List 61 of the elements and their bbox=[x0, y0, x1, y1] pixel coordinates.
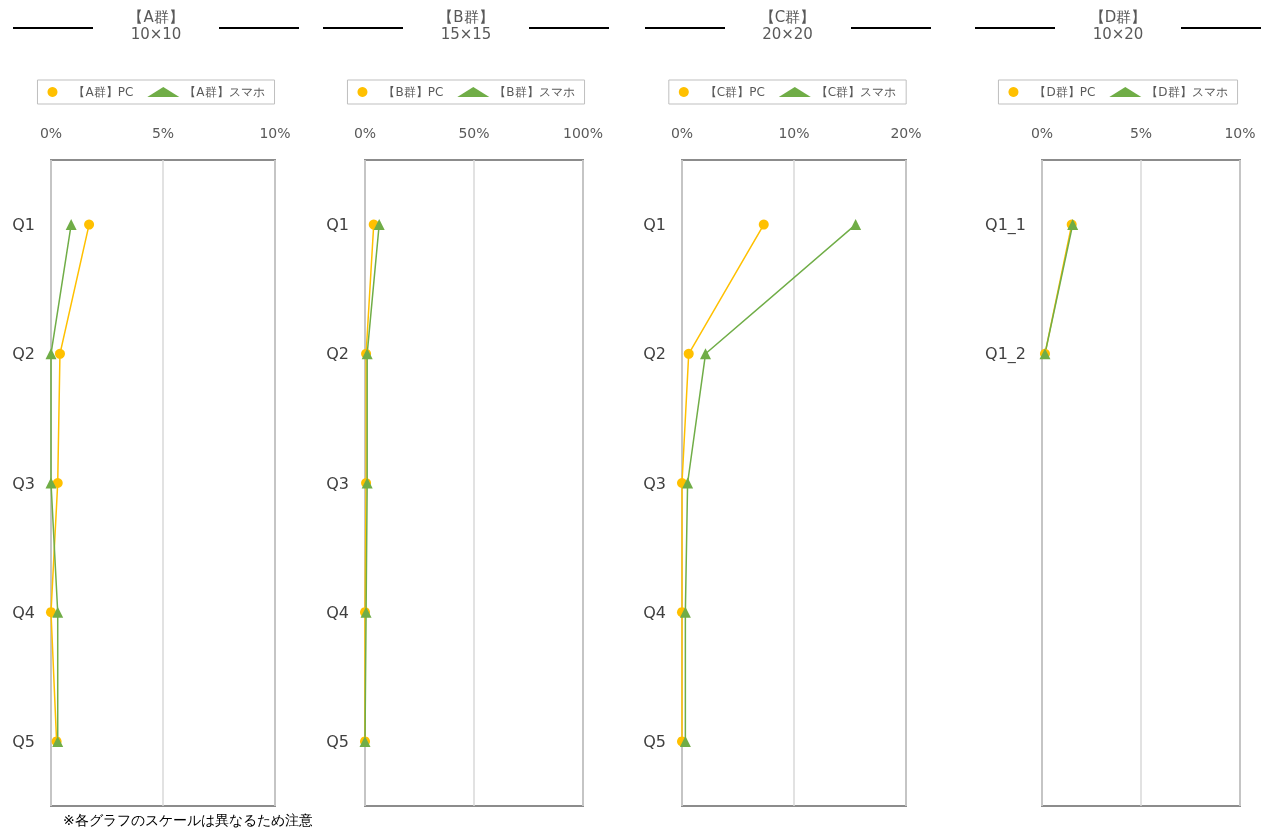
y-tick-label: Q1 bbox=[643, 215, 666, 235]
y-tick-label: Q1 bbox=[326, 215, 349, 235]
y-tick-label: Q2 bbox=[643, 344, 666, 364]
y-tick-label: Q1_2 bbox=[985, 344, 1026, 365]
text: ※各グラフのスケールは異なるため注意 bbox=[63, 812, 313, 828]
x-tick-label: 20% bbox=[890, 125, 922, 141]
x-tick-label: 5% bbox=[151, 125, 175, 141]
point bbox=[45, 477, 57, 489]
point bbox=[682, 477, 694, 489]
legend-label: 【C群】PC bbox=[704, 85, 765, 99]
x-tick-label: 0% bbox=[353, 125, 377, 141]
y-tick-label: Q5 bbox=[12, 731, 35, 751]
chart-title: 【C群】 bbox=[759, 7, 816, 26]
legend-label: 【A群】PC bbox=[73, 85, 134, 99]
point bbox=[850, 219, 862, 231]
point bbox=[373, 219, 385, 231]
point bbox=[52, 606, 64, 618]
y-tick-label: Q3 bbox=[12, 473, 35, 493]
x-tick-label: 0% bbox=[670, 125, 694, 141]
y-tick-label: Q4 bbox=[12, 602, 35, 622]
chart-title: 【A群】 bbox=[128, 7, 184, 26]
legend-label: 【B群】スマホ bbox=[494, 85, 575, 99]
y-tick-label: Q3 bbox=[643, 473, 666, 493]
legend-label: 【B群】PC bbox=[383, 85, 444, 99]
point bbox=[758, 219, 769, 230]
y-tick-label: Q2 bbox=[326, 344, 349, 364]
x-tick-label: 10% bbox=[259, 125, 291, 141]
x-tick-label: 10% bbox=[1224, 125, 1256, 141]
y-tick-label: Q5 bbox=[326, 731, 349, 751]
x-tick-label: 0% bbox=[1030, 125, 1054, 141]
y-tick-label: Q4 bbox=[326, 602, 349, 622]
legend-label: 【C群】スマホ bbox=[815, 85, 897, 99]
chart-subtitle: 10×10 bbox=[130, 24, 182, 43]
point bbox=[52, 478, 63, 488]
x-tick-label: 0% bbox=[39, 125, 63, 141]
x-tick-label: 50% bbox=[458, 125, 490, 141]
y-tick-label: Q4 bbox=[643, 602, 666, 622]
y-tick-label: Q3 bbox=[326, 473, 349, 493]
legend-label: 【D群】スマホ bbox=[1146, 85, 1228, 99]
chart-title: 【B群】 bbox=[438, 7, 494, 26]
legend-label: 【A群】スマホ bbox=[184, 85, 265, 99]
y-tick-label: Q2 bbox=[12, 344, 35, 364]
x-tick-label: 100% bbox=[562, 125, 604, 141]
chart-subtitle: 10×20 bbox=[1092, 24, 1144, 43]
y-tick-label: Q5 bbox=[643, 731, 666, 751]
point bbox=[700, 348, 712, 360]
point bbox=[65, 219, 77, 231]
chart-subtitle: 20×20 bbox=[762, 24, 813, 43]
point bbox=[54, 348, 65, 359]
x-tick-label: 5% bbox=[1129, 125, 1153, 141]
point bbox=[683, 348, 694, 359]
point bbox=[679, 606, 691, 618]
x-tick-label: 10% bbox=[778, 125, 810, 141]
chart-subtitle: 15×15 bbox=[440, 24, 492, 43]
y-tick-label: Q1 bbox=[12, 215, 35, 235]
chart-title: 【D群】 bbox=[1089, 7, 1147, 26]
y-tick-label: Q1_1 bbox=[985, 215, 1026, 236]
point bbox=[46, 607, 56, 618]
legend-label: 【D群】PC bbox=[1034, 85, 1096, 99]
point bbox=[84, 219, 95, 230]
point bbox=[45, 348, 57, 360]
